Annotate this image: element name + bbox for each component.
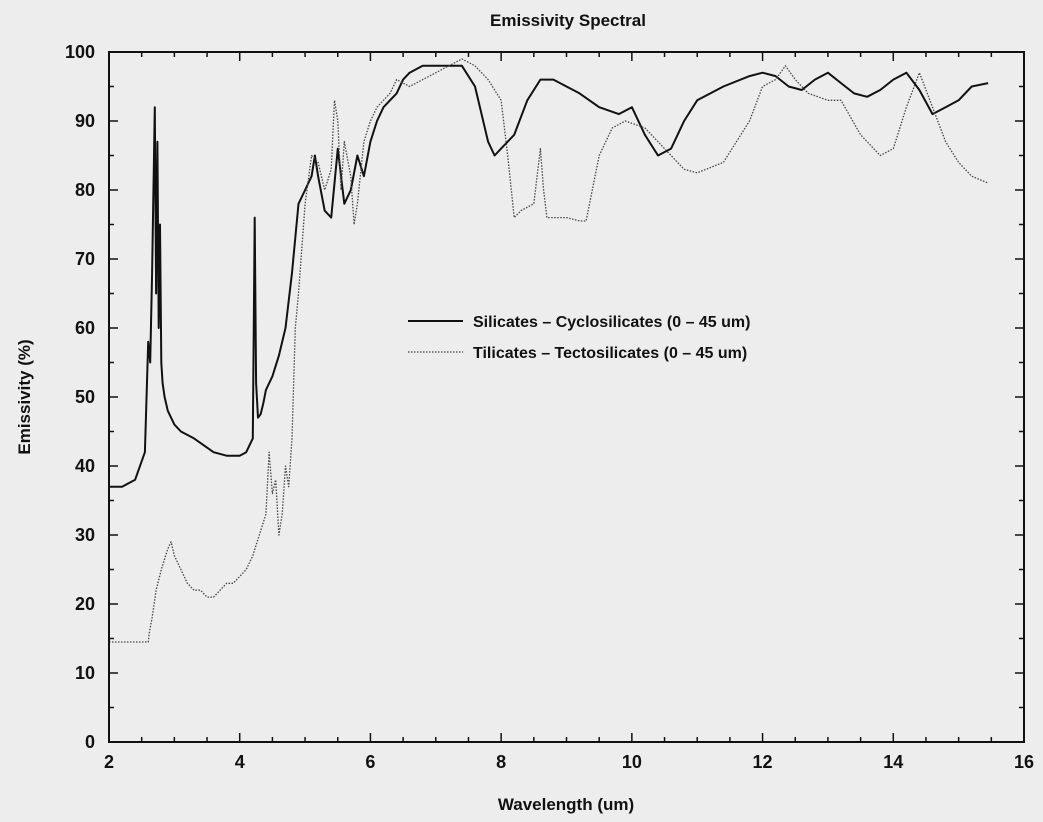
y-tick-label: 60 <box>75 318 95 338</box>
series-line-1 <box>109 64 989 488</box>
x-tick-label: 8 <box>496 752 506 772</box>
y-tick-label: 50 <box>75 387 95 407</box>
x-tick-label: 16 <box>1014 752 1034 772</box>
legend-label-2: Tilicates – Tectosilicates (0 – 45 um) <box>473 345 747 362</box>
y-tick-label: 100 <box>65 42 95 62</box>
series-line-2 <box>109 58 989 643</box>
x-tick-label: 6 <box>365 752 375 772</box>
chart-title: Emissivity Spectral <box>490 11 646 30</box>
x-tick-label: 10 <box>622 752 642 772</box>
y-axis-label: Emissivity (%) <box>15 339 34 454</box>
y-tick-label: 40 <box>75 456 95 476</box>
y-tick-label: 70 <box>75 249 95 269</box>
y-tick-label: 80 <box>75 180 95 200</box>
x-tick-label: 14 <box>883 752 903 772</box>
x-axis-label: Wavelength (um) <box>498 795 634 814</box>
y-tick-label: 20 <box>75 594 95 614</box>
legend-label-1: Silicates – Cyclosilicates (0 – 45 um) <box>473 314 750 331</box>
x-tick-label: 2 <box>104 752 114 772</box>
y-tick-label: 90 <box>75 111 95 131</box>
y-tick-label: 30 <box>75 525 95 545</box>
y-tick-label: 10 <box>75 663 95 683</box>
y-tick-label: 0 <box>85 732 95 752</box>
x-tick-label: 4 <box>235 752 245 772</box>
x-tick-label: 12 <box>753 752 773 772</box>
